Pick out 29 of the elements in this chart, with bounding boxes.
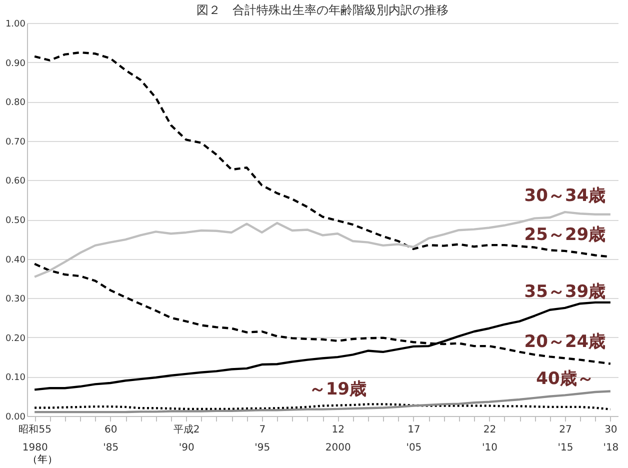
annotation: 30～34歳 — [524, 186, 606, 206]
y-tick-label: 0.90 — [5, 58, 26, 69]
chart-title: 図２ 合計特殊出生率の年齢階級別内訳の推移 — [196, 3, 448, 17]
x-tick-label: 昭和55 1980 — [18, 424, 52, 454]
y-tick-label: 0.10 — [5, 373, 26, 384]
x-tick-label: 60 '85 — [103, 424, 119, 454]
y-tick-label: 0.60 — [5, 176, 26, 187]
x-tick-label: 22 '10 — [482, 424, 498, 454]
annotation: 40歳～ — [536, 369, 594, 390]
annotation: 25～29歳 — [524, 224, 606, 245]
annotation: 35～39歳 — [524, 282, 606, 302]
y-tick-label: 0.30 — [5, 294, 26, 305]
y-tick-label: 0.40 — [5, 255, 26, 266]
y-tick-label: 0.20 — [5, 334, 26, 344]
x-tick-label: 平成2 '90 — [173, 424, 200, 454]
y-tick-label: 0.50 — [5, 216, 26, 226]
x-tick-label: 12 2000 — [325, 424, 351, 454]
y-tick-label: 0.80 — [5, 98, 26, 108]
annotation: 20～24歳 — [524, 332, 606, 352]
y-tick-label: 0.00 — [5, 412, 26, 422]
x-tick-label: 17 '05 — [406, 424, 422, 454]
y-tick-label: 1.00 — [5, 20, 26, 30]
x-tick-label: 27 '15 — [558, 424, 574, 454]
x-tick-label: 30 '18 — [603, 424, 619, 454]
y-tick-label: 0.70 — [5, 137, 26, 148]
x-tick-label: 7 '95 — [254, 424, 270, 454]
line-series — [33, 210, 612, 278]
x-axis-title: （年） — [28, 454, 58, 466]
annotation: ～19歳 — [308, 379, 366, 400]
